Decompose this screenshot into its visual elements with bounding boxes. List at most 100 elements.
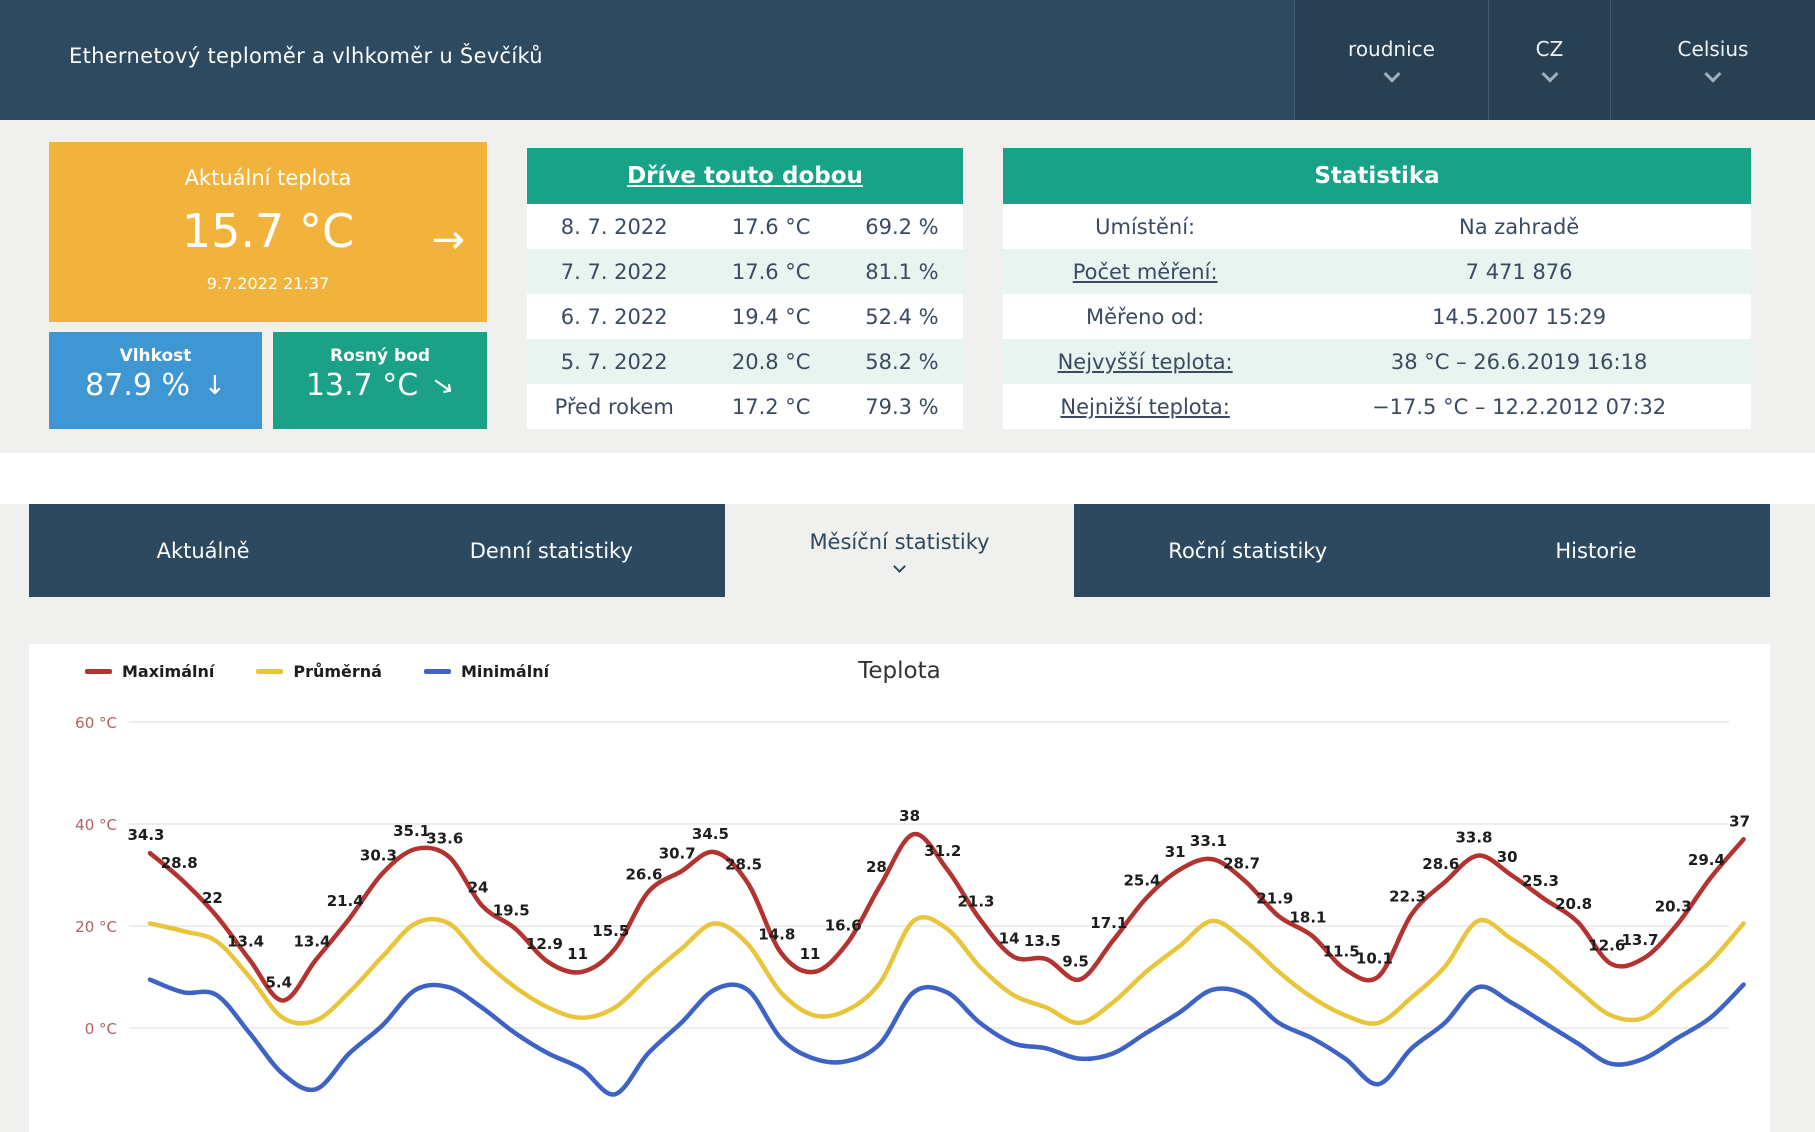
svg-text:14: 14 [999, 930, 1020, 948]
current-temperature-value: 15.7 °C [181, 204, 355, 258]
humidity-cell: 58.2 % [865, 349, 939, 374]
svg-text:35.1: 35.1 [393, 822, 430, 840]
humidity-cell: 79.3 % [865, 394, 939, 419]
section-divider-band [0, 453, 1815, 504]
humidity-value: 87.9 % [85, 368, 191, 403]
stat-label-link[interactable]: Nejnižší teplota: [1060, 394, 1230, 419]
location-dropdown[interactable]: roudnice [1294, 0, 1488, 120]
svg-text:22.3: 22.3 [1389, 887, 1426, 905]
svg-text:18.1: 18.1 [1289, 909, 1326, 927]
current-temperature-card: Aktuální teplota 15.7 °C → 9.7.2022 21:3… [49, 142, 487, 322]
svg-text:33.8: 33.8 [1455, 829, 1492, 847]
statistics-table-title: Statistika [1314, 163, 1440, 189]
svg-text:37: 37 [1729, 812, 1750, 830]
legend-dash-icon [423, 669, 451, 674]
svg-text:0 °C: 0 °C [85, 1020, 117, 1038]
svg-text:33.1: 33.1 [1190, 832, 1227, 850]
chart-title: Teplota [858, 658, 941, 684]
dew-point-title: Rosný bod [329, 346, 430, 366]
svg-text:13.5: 13.5 [1024, 932, 1061, 950]
arrow-right-icon: → [431, 217, 465, 263]
dew-point-value: 13.7 °C [305, 368, 419, 403]
stat-value: 38 °C – 26.6.2019 16:18 [1390, 349, 1648, 374]
stat-label-link[interactable]: Počet měření: [1072, 259, 1218, 284]
table-row: 7. 7. 2022 17.6 °C 81.1 % [527, 249, 963, 294]
stat-value: 7 471 876 [1465, 259, 1573, 284]
chevron-down-icon [1704, 65, 1722, 83]
svg-text:20.8: 20.8 [1555, 895, 1592, 913]
date-cell: 6. 7. 2022 [560, 304, 668, 329]
earlier-table-title-link[interactable]: Dříve touto dobou [627, 163, 863, 189]
date-cell: 7. 7. 2022 [560, 259, 668, 284]
svg-text:25.4: 25.4 [1123, 872, 1160, 890]
table-row: 8. 7. 2022 17.6 °C 69.2 % [527, 204, 963, 249]
svg-text:20 °C: 20 °C [75, 918, 117, 936]
stat-label: Umístění: [1095, 214, 1196, 239]
temperature-line-chart: 60 °C 40 °C 20 °C 0 °C 34.3 28.822 13.4 5.4 13.4… [75, 714, 1750, 1097]
tab-mesicni-statistiky[interactable]: Měsíční statistiky [725, 504, 1074, 597]
svg-text:21.3: 21.3 [957, 892, 994, 910]
svg-text:38: 38 [899, 807, 920, 825]
svg-text:21.4: 21.4 [327, 892, 364, 910]
svg-text:14.8: 14.8 [758, 926, 795, 944]
svg-text:13.4: 13.4 [227, 933, 264, 951]
svg-text:20.3: 20.3 [1655, 898, 1692, 916]
legend-dash-icon [256, 669, 284, 674]
svg-text:30.7: 30.7 [659, 844, 696, 862]
temperature-cell: 17.6 °C [731, 259, 811, 284]
temperature-cell: 20.8 °C [731, 349, 811, 374]
tab-historie[interactable]: Historie [1421, 504, 1771, 597]
date-cell: Před rokem [554, 394, 674, 419]
chevron-down-icon [1541, 65, 1558, 83]
svg-text:28: 28 [866, 858, 887, 876]
legend-label: Minimální [460, 662, 550, 681]
stat-value: Na zahradě [1459, 214, 1580, 239]
svg-text:26.6: 26.6 [625, 865, 662, 883]
svg-text:15.5: 15.5 [592, 922, 629, 940]
current-temperature-timestamp: 9.7.2022 21:37 [206, 274, 330, 293]
tab-aktualne[interactable]: Aktuálně [29, 504, 378, 597]
arrow-down-right-icon: → [425, 366, 461, 405]
svg-text:29.4: 29.4 [1688, 851, 1725, 869]
chart-legend: Maximální Průměrná Minimální [85, 662, 549, 681]
svg-text:17.1: 17.1 [1090, 914, 1127, 932]
date-cell: 5. 7. 2022 [560, 349, 668, 374]
tab-label: Měsíční statistiky [809, 530, 990, 554]
svg-text:13.7: 13.7 [1621, 931, 1658, 949]
table-row: Nejnižší teplota: −17.5 °C – 12.2.2012 0… [1003, 384, 1751, 429]
svg-text:28.6: 28.6 [1422, 855, 1459, 873]
language-dropdown[interactable]: CZ [1488, 0, 1610, 120]
temperature-cell: 17.2 °C [731, 394, 811, 419]
svg-text:33.6: 33.6 [426, 830, 463, 848]
svg-text:21.9: 21.9 [1256, 889, 1293, 907]
svg-text:22: 22 [202, 889, 223, 907]
svg-text:40 °C: 40 °C [75, 816, 117, 834]
table-row: Nejvyšší teplota: 38 °C – 26.6.2019 16:1… [1003, 339, 1751, 384]
humidity-cell: 52.4 % [865, 304, 939, 329]
temperature-chart-card: Teplota Maximální Průměrná Minimální 60 … [29, 644, 1770, 1132]
tab-rocni-statistiky[interactable]: Roční statistiky [1073, 504, 1422, 597]
svg-text:30: 30 [1497, 848, 1518, 866]
svg-text:16.6: 16.6 [825, 916, 862, 934]
tab-label: Roční statistiky [1168, 538, 1328, 563]
tab-label: Historie [1555, 538, 1637, 563]
earlier-table-header: Dříve touto dobou [527, 148, 963, 204]
tab-denni-statistiky[interactable]: Denní statistiky [377, 504, 726, 597]
table-row: Počet měření: 7 471 876 [1003, 249, 1751, 294]
legend-item-maximalni[interactable]: Maximální [85, 662, 214, 681]
dew-point-card: Rosný bod 13.7 °C → [273, 332, 487, 429]
svg-text:60 °C: 60 °C [75, 714, 117, 732]
table-row: 5. 7. 2022 20.8 °C 58.2 % [527, 339, 963, 384]
chevron-down-icon [1383, 65, 1400, 83]
stat-label-link[interactable]: Nejvyšší teplota: [1057, 349, 1233, 374]
svg-text:34.3: 34.3 [127, 826, 164, 844]
current-temperature-title: Aktuální teplota [184, 166, 352, 190]
temperature-cell: 19.4 °C [731, 304, 811, 329]
unit-dropdown[interactable]: Celsius [1610, 0, 1815, 120]
svg-text:12.6: 12.6 [1588, 937, 1625, 955]
svg-text:30.3: 30.3 [360, 847, 397, 865]
legend-item-prumerna[interactable]: Průměrná [256, 662, 382, 681]
tab-label: Aktuálně [156, 538, 250, 563]
legend-item-minimalni[interactable]: Minimální [423, 662, 550, 681]
svg-text:31.2: 31.2 [924, 842, 961, 860]
